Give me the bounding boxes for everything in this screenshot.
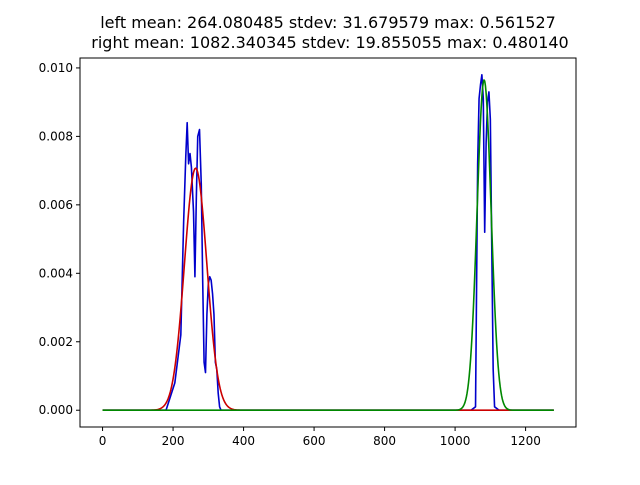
y-tick-label-1: 0.002 <box>39 335 73 349</box>
x-tick-label-0: 0 <box>99 434 107 448</box>
chart-title-line-2: right mean: 1082.340345 stdev: 19.855055… <box>91 33 568 52</box>
plot-area: 0 200 400 600 800 1000 1200 0.000 0.002 0.004 0.00… <box>39 57 577 448</box>
chart-title-line-1: left mean: 264.080485 stdev: 31.679579 m… <box>100 13 556 32</box>
x-tick-label-2: 400 <box>232 434 255 448</box>
x-tick-label-3: 600 <box>303 434 326 448</box>
series-line-2 <box>102 79 554 412</box>
x-tick-label-1: 200 <box>162 434 185 448</box>
x-tick-label-4: 800 <box>373 434 396 448</box>
y-tick-label-4: 0.008 <box>39 129 73 143</box>
x-tick-label-6: 1200 <box>510 434 541 448</box>
axes-frame <box>79 57 577 428</box>
y-tick-label-5: 0.010 <box>39 61 73 75</box>
series-line-0 <box>102 73 554 412</box>
x-tick-label-5: 1000 <box>440 434 471 448</box>
y-tick-label-2: 0.004 <box>39 266 73 280</box>
y-tick-label-0: 0.000 <box>39 403 73 417</box>
y-tick-label-3: 0.006 <box>39 198 73 212</box>
